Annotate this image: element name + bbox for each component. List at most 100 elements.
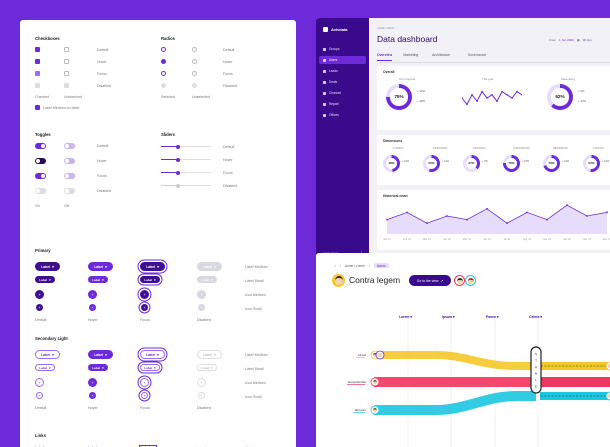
icon-button-small[interactable]: +: [36, 392, 43, 399]
chevron-right-icon[interactable]: ›: [361, 250, 363, 254]
toggle-off[interactable]: [64, 143, 75, 149]
calendar-icon[interactable]: ▦: [576, 38, 580, 42]
checkbox[interactable]: [64, 59, 69, 64]
checkbox[interactable]: [35, 47, 40, 52]
date-end[interactable]: 30 Jun: [582, 38, 592, 42]
checkbox-table-row[interactable]: Label Medium on table: [35, 105, 79, 110]
tab-governance[interactable]: Governance: [467, 53, 487, 57]
historical-point: [526, 211, 528, 214]
sidebar-item-groups[interactable]: Groups: [319, 45, 366, 53]
checkbox[interactable]: [64, 83, 69, 88]
slider[interactable]: [161, 183, 211, 188]
radio[interactable]: [161, 47, 166, 52]
toggle-off[interactable]: [64, 188, 75, 194]
radio[interactable]: [161, 71, 166, 76]
icon-button-medium[interactable]: +: [140, 290, 149, 299]
slider-knob[interactable]: [176, 170, 180, 175]
radio[interactable]: [192, 83, 197, 88]
historical-series: [386, 204, 608, 224]
slider-knob[interactable]: [176, 157, 180, 162]
icon-button-medium[interactable]: +: [140, 378, 149, 387]
small-button[interactable]: Label ▾: [88, 364, 108, 371]
small-button[interactable]: Label ▾: [35, 364, 55, 371]
dimension-gauge: 37%: [463, 155, 480, 172]
icon-button-medium[interactable]: +: [88, 378, 97, 387]
checkbox[interactable]: [35, 105, 40, 110]
icon-button-small[interactable]: +: [141, 392, 148, 399]
sidebar-item-offices[interactable]: Offices: [319, 111, 366, 119]
column-label: Disabled: [197, 406, 211, 410]
sidebar-item-report[interactable]: Report: [319, 100, 366, 108]
medium-button[interactable]: Label ▾: [35, 262, 60, 271]
small-button[interactable]: Label ▾: [88, 276, 108, 283]
slider[interactable]: [161, 157, 211, 162]
toggle-off[interactable]: [64, 173, 75, 179]
slider[interactable]: [161, 170, 211, 175]
plus-icon: +: [200, 380, 203, 385]
sidebar-item-leads[interactable]: Leads: [319, 67, 366, 75]
sidebar-item-deals[interactable]: Deals: [319, 78, 366, 86]
icon-button-small[interactable]: +: [141, 304, 148, 311]
toggle-on[interactable]: [35, 143, 46, 149]
small-button[interactable]: Label ▾: [140, 364, 160, 371]
breadcrumb-item[interactable]: Acme / Lorem: [345, 263, 365, 268]
avatar-cyan[interactable]: [465, 275, 476, 286]
avatar-red[interactable]: [454, 275, 465, 286]
medium-button: Label ▾: [197, 350, 222, 359]
icon-button-medium[interactable]: +: [88, 290, 97, 299]
radio[interactable]: [161, 83, 166, 88]
medium-button[interactable]: Label ▾: [88, 262, 113, 271]
small-button[interactable]: Label ▾: [35, 276, 55, 283]
icon-button-medium[interactable]: +: [35, 290, 44, 299]
sidebar-item-channel[interactable]: Channel: [319, 89, 366, 97]
home-icon[interactable]: ⌂: [334, 263, 336, 268]
checkbox[interactable]: [35, 83, 40, 88]
checkbox[interactable]: [64, 47, 69, 52]
radio[interactable]: [161, 59, 166, 64]
radio[interactable]: [192, 71, 197, 76]
toggle-on[interactable]: [35, 173, 46, 179]
breadcrumb[interactable]: ACME / DEMO: [377, 27, 395, 30]
checkbox[interactable]: [64, 71, 69, 76]
medium-button[interactable]: Label ▾: [140, 262, 165, 271]
date-filter[interactable]: From 1 Jun 2023 ▦ 30 Jun: [549, 38, 592, 42]
column-header: Ipsum ▾: [442, 315, 455, 319]
breadcrumb-current[interactable]: Ipsum: [373, 263, 389, 268]
medium-button[interactable]: Label ▾: [88, 350, 113, 359]
small-button[interactable]: Label ▾: [140, 276, 160, 283]
plus-icon: +: [38, 305, 41, 310]
medium-button[interactable]: Label ▾: [35, 350, 60, 359]
slider-knob[interactable]: [176, 144, 180, 149]
row-label: Icon Small: [245, 306, 262, 311]
toggle-off[interactable]: [64, 158, 75, 164]
icon-button-small[interactable]: +: [36, 304, 43, 311]
sidebar-item-users[interactable]: Users: [319, 56, 366, 64]
icon-button-small[interactable]: +: [89, 304, 96, 311]
tab-marketing[interactable]: Marketing: [403, 53, 419, 57]
toggle-on[interactable]: [35, 158, 46, 164]
medium-button[interactable]: Label ▾: [140, 350, 165, 359]
toggle-on[interactable]: [35, 188, 46, 194]
slider[interactable]: [161, 144, 211, 149]
plus-icon: +: [91, 305, 94, 310]
radio[interactable]: [192, 59, 197, 64]
radio[interactable]: [192, 47, 197, 52]
historical-point: [466, 218, 468, 221]
checkbox[interactable]: [35, 71, 40, 76]
tab-architecture[interactable]: Architecture: [432, 53, 451, 57]
slider-knob[interactable]: [176, 183, 180, 188]
go-to-view-button[interactable]: Go to the view ↗: [409, 275, 451, 286]
breadcrumb: ⌂ › Acme / Lorem › Ipsum: [334, 263, 389, 268]
icon-button-medium[interactable]: +: [35, 378, 44, 387]
state-label: Focus: [97, 174, 107, 178]
icon-button-small[interactable]: +: [89, 392, 96, 399]
checkbox[interactable]: [35, 59, 40, 64]
offices-icon: [323, 113, 326, 117]
plus-icon: +: [38, 380, 41, 385]
tab-overview[interactable]: Overview: [377, 53, 393, 61]
date-range[interactable]: 1 Jun 2023: [559, 38, 574, 42]
historical-x-label: Dec '21: [603, 238, 610, 241]
brand[interactable]: Avivdata: [323, 27, 348, 32]
historical-x-label: Mar '21: [423, 238, 432, 241]
button-label: Label: [203, 352, 213, 357]
